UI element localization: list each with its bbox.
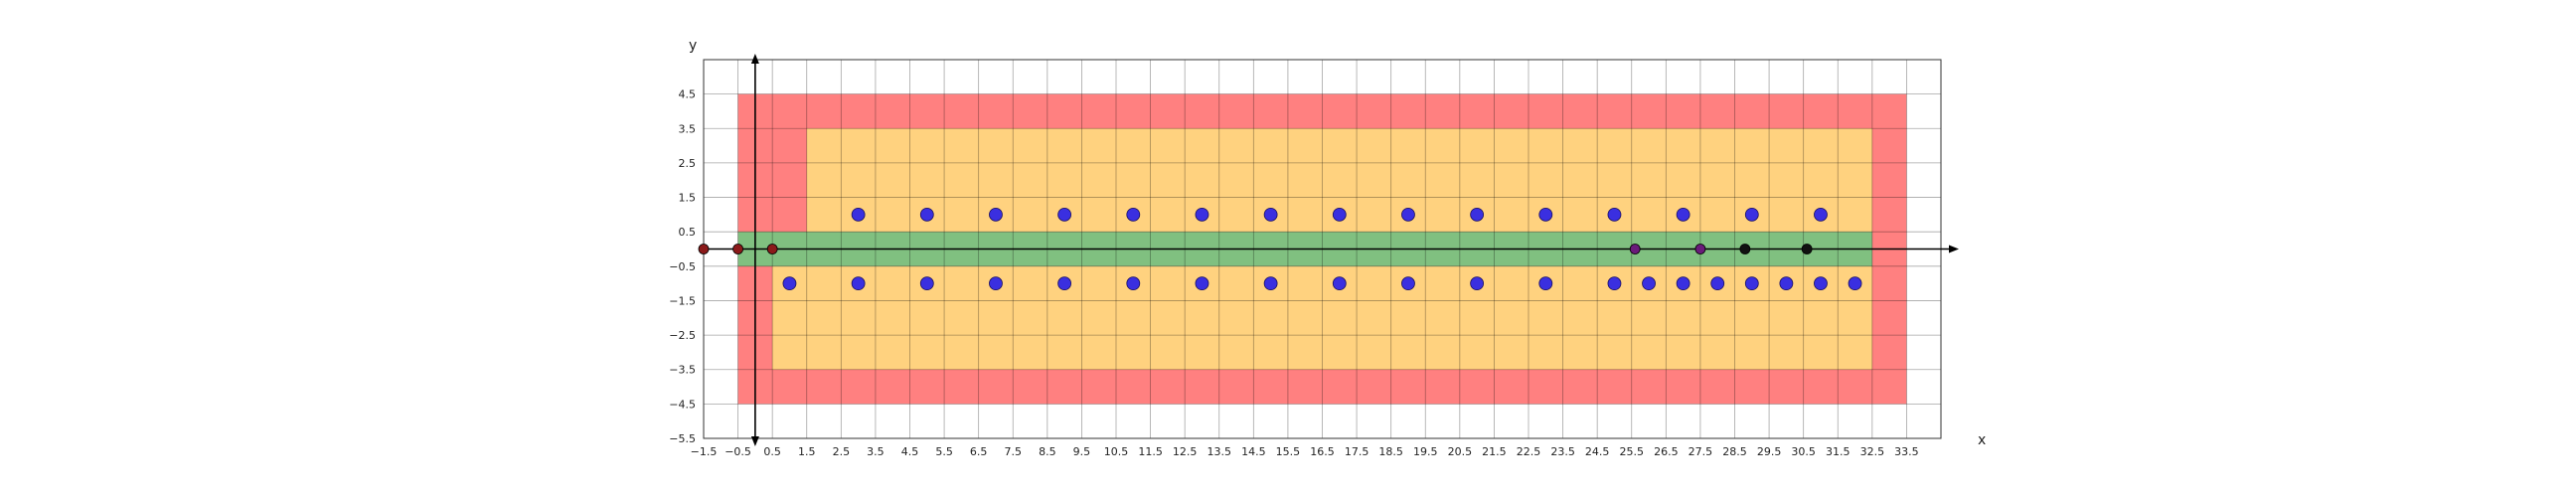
y-tick-label: −5.5: [669, 432, 696, 445]
data-point: [989, 207, 1003, 222]
y-tick-labels: 4.5 3.5 2.5 1.5 0.5 −0.5 −1.5 −2.5 −3.5 −4.5 −5.5: [669, 88, 696, 445]
data-point: [1744, 207, 1759, 222]
data-point: [1538, 207, 1553, 222]
y-tick-label: −3.5: [669, 364, 696, 377]
y-tick-label: −1.5: [669, 294, 696, 307]
data-point: [919, 207, 934, 222]
data-point: [1263, 207, 1278, 222]
x-axis-label: x: [1978, 432, 1986, 448]
y-tick-label: 3.5: [679, 122, 697, 135]
x-tick-label: 33.5: [1894, 445, 1919, 458]
data-point: [1401, 207, 1415, 222]
x-tick-label: 30.5: [1791, 445, 1816, 458]
data-point: [1814, 207, 1828, 222]
x-tick-label: 2.5: [833, 445, 851, 458]
x-tick-label: 20.5: [1448, 445, 1473, 458]
x-tick-label: −1.5: [691, 445, 718, 458]
x-tick-label: 18.5: [1378, 445, 1403, 458]
data-point: [1694, 244, 1706, 254]
data-point: [851, 276, 866, 291]
x-tick-label: 25.5: [1620, 445, 1645, 458]
data-point: [1676, 207, 1690, 222]
x-tick-label: −0.5: [724, 445, 751, 458]
y-tick-label: −4.5: [669, 398, 696, 411]
x-tick-label: 1.5: [798, 445, 816, 458]
x-tick-label: 21.5: [1482, 445, 1507, 458]
x-tick-label: 6.5: [970, 445, 988, 458]
data-point: [1642, 276, 1656, 291]
x-tick-label: 24.5: [1585, 445, 1610, 458]
data-point: [1744, 276, 1759, 291]
data-point: [1470, 276, 1485, 291]
y-axis-label: y: [689, 38, 697, 54]
x-tick-label: 15.5: [1276, 445, 1301, 458]
data-point: [1779, 276, 1794, 291]
data-point: [782, 276, 797, 291]
x-tick-label: 9.5: [1073, 445, 1091, 458]
x-tick-labels: −1.5 −0.5 0.5 1.5 2.5 3.5 4.5 5.5 6.5 7.5 8.5 9.5 10…: [691, 445, 1919, 458]
y-tick-label: −0.5: [669, 260, 696, 273]
x-tick-label: 13.5: [1208, 445, 1232, 458]
x-tick-label: 14.5: [1241, 445, 1266, 458]
x-tick-label: 23.5: [1550, 445, 1575, 458]
x-tick-label: 31.5: [1826, 445, 1851, 458]
x-tick-label: 29.5: [1757, 445, 1782, 458]
data-point: [919, 276, 934, 291]
x-tick-label: 22.5: [1517, 445, 1541, 458]
x-tick-label: 12.5: [1173, 445, 1198, 458]
x-tick-label: 0.5: [763, 445, 781, 458]
data-point: [1470, 207, 1485, 222]
data-point: [766, 244, 778, 254]
data-point: [1126, 207, 1141, 222]
x-tick-label: 32.5: [1860, 445, 1885, 458]
data-point: [989, 276, 1003, 291]
x-tick-label: 4.5: [901, 445, 919, 458]
data-point: [851, 207, 866, 222]
data-point: [1057, 276, 1072, 291]
y-tick-label: 4.5: [679, 88, 697, 101]
data-point: [698, 244, 710, 254]
data-point: [1607, 276, 1622, 291]
data-point: [1607, 207, 1622, 222]
data-point: [1263, 276, 1278, 291]
data-point: [1538, 276, 1553, 291]
data-point: [1332, 207, 1347, 222]
data-point: [1848, 276, 1862, 291]
x-tick-label: 3.5: [867, 445, 885, 458]
x-tick-label: 7.5: [1005, 445, 1023, 458]
data-point: [1814, 276, 1828, 291]
y-tick-label: 1.5: [679, 192, 697, 205]
y-axis-arrow-down: [750, 436, 759, 446]
x-tick-label: 26.5: [1654, 445, 1679, 458]
data-point: [1195, 276, 1209, 291]
x-tick-label: 5.5: [935, 445, 953, 458]
data-point: [1126, 276, 1141, 291]
data-point: [1195, 207, 1209, 222]
data-point: [732, 244, 743, 254]
x-tick-label: 16.5: [1310, 445, 1335, 458]
y-tick-label: 2.5: [679, 157, 697, 170]
points: [698, 207, 1862, 291]
x-tick-label: 10.5: [1104, 445, 1129, 458]
x-tick-label: 27.5: [1689, 445, 1713, 458]
x-tick-label: 11.5: [1138, 445, 1163, 458]
y-axis-arrow-up: [750, 54, 759, 64]
x-tick-label: 19.5: [1413, 445, 1438, 458]
data-point: [1739, 244, 1751, 254]
data-point: [1057, 207, 1072, 222]
x-tick-label: 17.5: [1345, 445, 1369, 458]
data-point: [1676, 276, 1690, 291]
y-tick-label: 0.5: [679, 226, 697, 239]
x-tick-label: 28.5: [1722, 445, 1747, 458]
data-point: [1629, 244, 1641, 254]
data-point: [1801, 244, 1813, 254]
x-axis-arrow: [1949, 245, 1959, 253]
y-tick-label: −2.5: [669, 329, 696, 342]
data-point: [1401, 276, 1415, 291]
data-point: [1710, 276, 1725, 291]
x-tick-label: 8.5: [1039, 445, 1056, 458]
data-point: [1332, 276, 1347, 291]
